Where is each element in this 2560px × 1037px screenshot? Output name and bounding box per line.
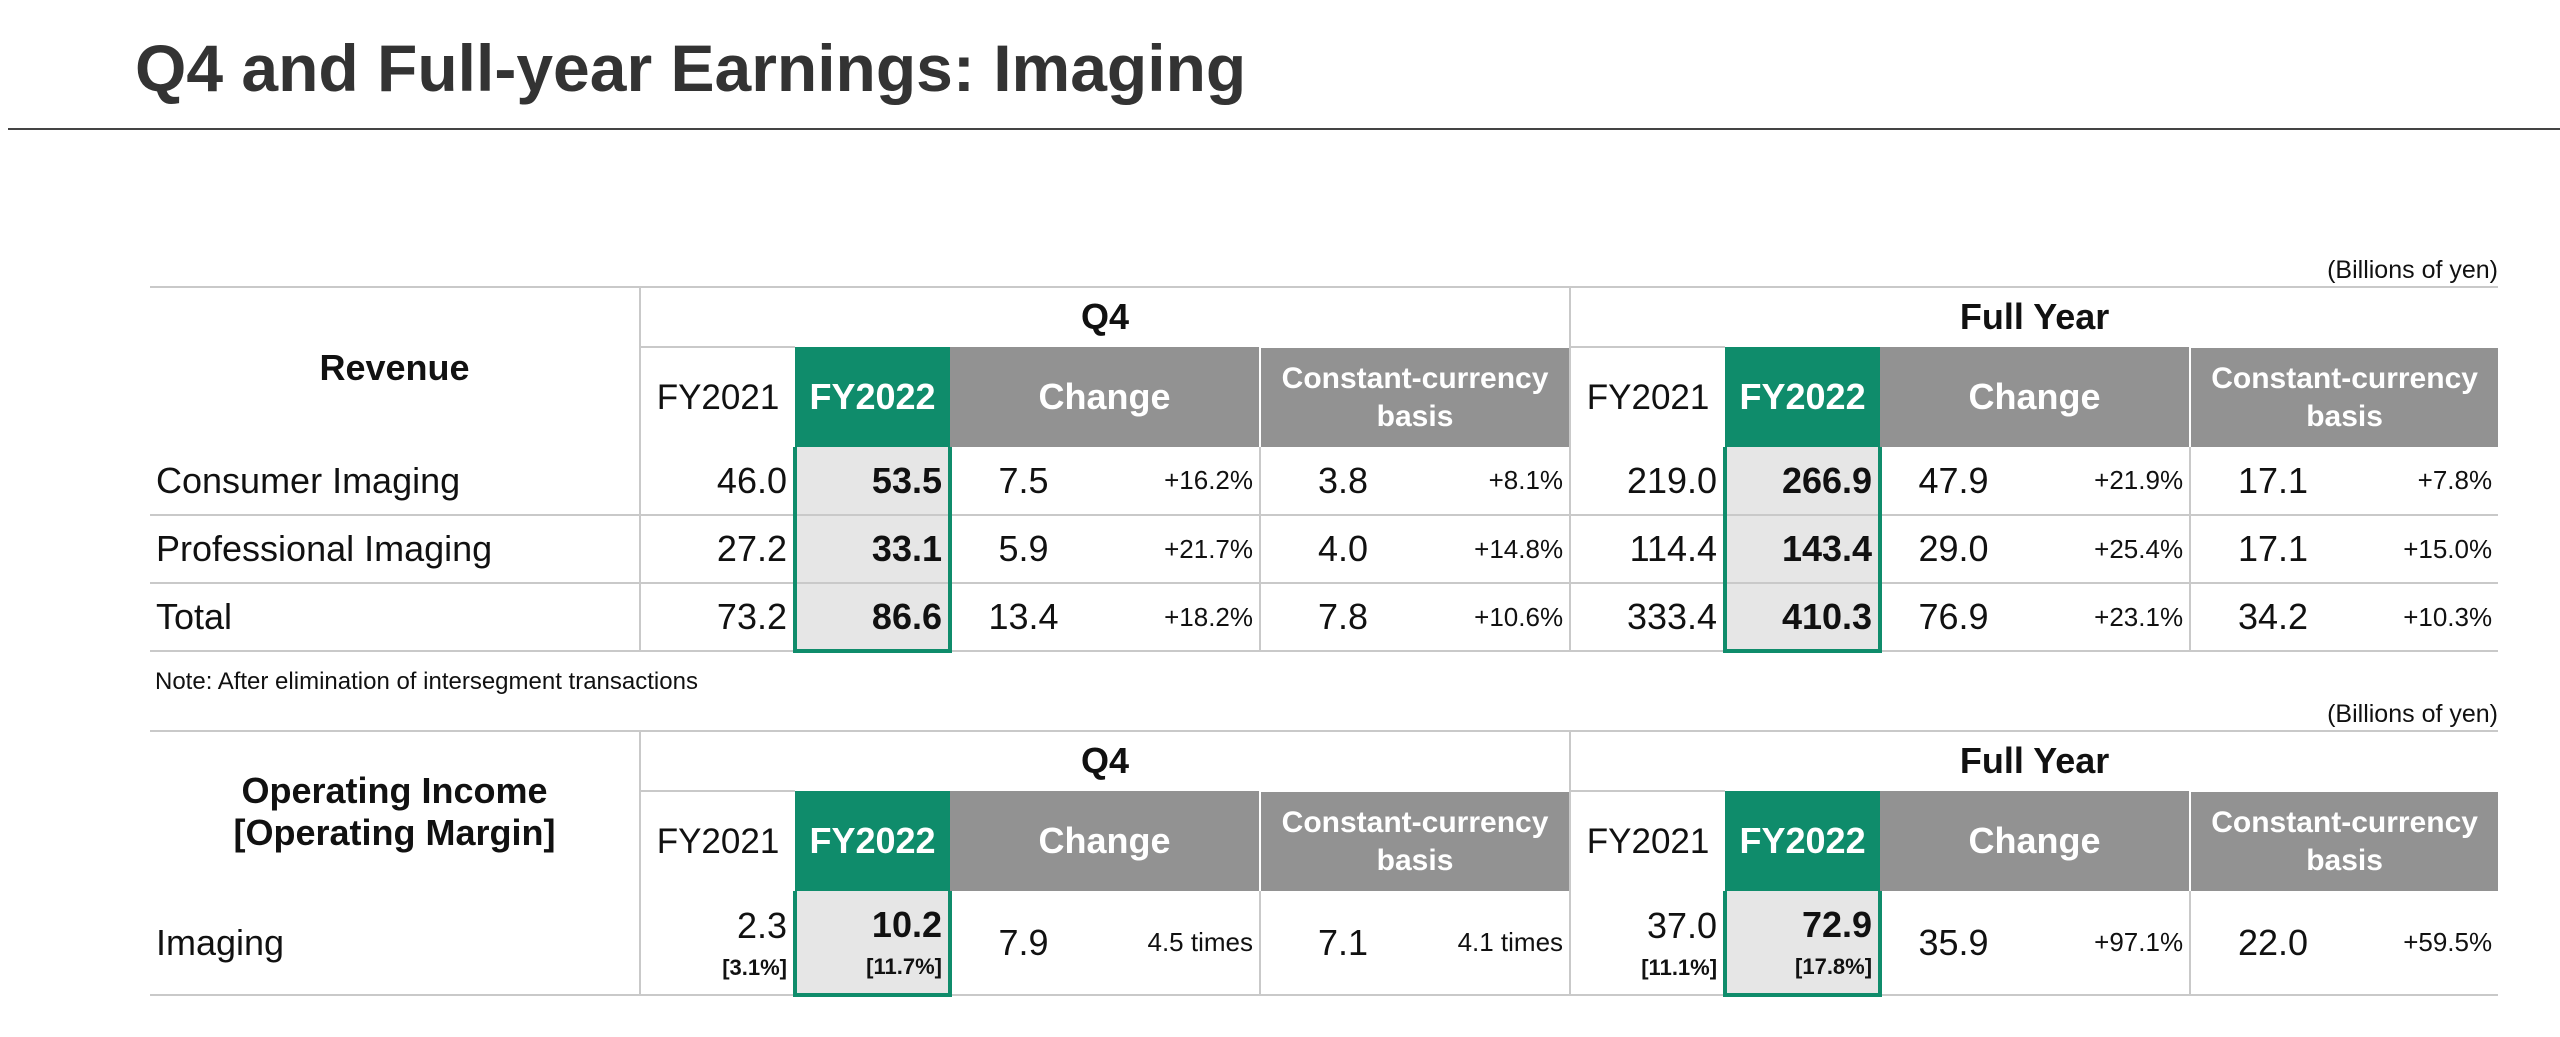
row-label: Total xyxy=(150,582,640,652)
q4-constant-currency-header: Constant-currency basis xyxy=(1258,790,1571,891)
operating-income-title: Operating Income xyxy=(241,769,548,811)
table-row: Consumer Imaging 46.0 53.5 7.5 +16.2% 3.… xyxy=(150,447,2498,515)
fy-change-header: Change xyxy=(1880,791,2191,891)
cell-value: 7.1 xyxy=(1259,891,1425,996)
q4-constant-currency-header: Constant-currency basis xyxy=(1258,346,1571,447)
cell-value-highlight: 33.1 xyxy=(793,514,952,583)
fy-fy2022-header: FY2022 xyxy=(1725,791,1881,891)
fy-constant-currency-header: Constant-currency basis xyxy=(2189,346,2499,447)
cell-margin: [11.7%] xyxy=(866,954,942,979)
cell-percent: +21.9% xyxy=(2094,465,2184,495)
page-title: Q4 and Full-year Earnings: Imaging xyxy=(135,31,1247,105)
cell-value-highlight-with-margin: 10.2 [11.7%] xyxy=(793,891,952,997)
cell-value: 22.0 xyxy=(2189,891,2356,996)
q4-group-header: Q4 xyxy=(638,730,1571,791)
cell-value-with-margin: 37.0 [11.1%] xyxy=(1569,891,1726,996)
cell-value-highlight: 410.3 xyxy=(1723,582,1883,653)
fy-fy2022-header: FY2022 xyxy=(1725,347,1881,447)
title-divider xyxy=(8,128,2560,130)
cell-margin: [11.1%] xyxy=(1641,954,1718,980)
cell-margin: [3.1%] xyxy=(722,954,787,980)
cell-value: 37.0 xyxy=(1646,904,1718,946)
cell-percent: +10.3% xyxy=(2355,582,2499,652)
cell-value: 3.8 xyxy=(1259,447,1425,515)
cell-value-highlight: 143.4 xyxy=(1723,514,1883,583)
fy-constant-currency-header: Constant-currency basis xyxy=(2189,790,2499,891)
cell-value: 5.9 xyxy=(950,514,1095,583)
cell-margin: [17.8%] xyxy=(1795,954,1873,979)
cell-value: 13.4 xyxy=(950,582,1095,652)
unit-label-operating-income: (Billions of yen) xyxy=(2327,700,2498,728)
cell-percent: +25.4% xyxy=(2025,514,2191,583)
cell-percent: +21.7% xyxy=(1095,514,1260,583)
cell-percent: 4.1 times xyxy=(1425,891,1571,996)
cell-percent: +97.1% xyxy=(2025,891,2191,996)
footnote: Note: After elimination of intersegment … xyxy=(155,668,698,695)
cell-value: 34.2 xyxy=(2189,582,2356,652)
q4-change-header: Change xyxy=(950,347,1260,447)
fy-change-header: Change xyxy=(1880,347,2191,447)
operating-margin-title: [Operating Margin] xyxy=(233,811,556,853)
table-row: Imaging 2.3 [3.1%] 10.2 [11.7%] 7.9 4.5 … xyxy=(150,891,2499,997)
table-row: Professional Imaging 27.2 33.1 5.9 +21.7… xyxy=(150,514,2499,583)
cell-percent: +14.8% xyxy=(1425,514,1571,583)
table-row: Total 73.2 86.6 13.4 +18.2% 7.8 +10.6% 3… xyxy=(150,582,2499,653)
cell-value: 333.4 xyxy=(1569,582,1726,652)
cell-percent: +16.2% xyxy=(1164,465,1253,495)
cell-value: 219.0 xyxy=(1569,447,1726,515)
fy-fy2021-header: FY2021 xyxy=(1569,346,1726,447)
cell-percent: +59.5% xyxy=(2355,891,2499,996)
q4-fy2021-header: FY2021 xyxy=(639,790,795,891)
row-label: Consumer Imaging xyxy=(156,459,461,501)
cell-value: 35.9 xyxy=(1880,891,2026,996)
cell-value: 17.1 xyxy=(2189,447,2356,515)
q4-change-header: Change xyxy=(950,791,1260,891)
full-year-group-header: Full Year xyxy=(1569,286,2499,347)
q4-fy2022-header: FY2022 xyxy=(795,791,950,891)
unit-label-revenue: (Billions of yen) xyxy=(2327,256,2498,284)
cell-percent: +8.1% xyxy=(1488,465,1564,495)
row-label: Professional Imaging xyxy=(150,514,640,583)
cell-value: 114.4 xyxy=(1569,514,1726,583)
cell-value: 76.9 xyxy=(1880,582,2026,652)
cell-value: 73.2 xyxy=(639,582,795,652)
revenue-section-title: Revenue xyxy=(150,286,640,447)
cell-value-highlight: 10.2 xyxy=(871,904,942,945)
cell-value: 27.2 xyxy=(639,514,795,583)
cell-percent: +23.1% xyxy=(2025,582,2191,652)
fy-fy2021-header: FY2021 xyxy=(1569,790,1726,891)
q4-fy2022-header: FY2022 xyxy=(795,347,950,447)
full-year-group-header: Full Year xyxy=(1569,730,2499,791)
cell-value: 17.1 xyxy=(2189,514,2356,583)
cell-value: 29.0 xyxy=(1880,514,2026,583)
cell-percent: +10.6% xyxy=(1425,582,1571,652)
cell-percent: 4.5 times xyxy=(1095,891,1260,996)
row-label: Imaging xyxy=(150,891,640,996)
revenue-table: Revenue Q4 Full Year FY2021 FY2022 Chang… xyxy=(150,286,2499,653)
cell-value: 4.0 xyxy=(1259,514,1425,583)
operating-income-table: Operating Income [Operating Margin] Q4 F… xyxy=(150,730,2499,997)
cell-value-highlight: 266.9 xyxy=(1723,447,1883,515)
cell-value-highlight: 72.9 xyxy=(1801,904,1873,945)
cell-value: 7.5 xyxy=(998,459,1049,501)
cell-value-highlight: 53.5 xyxy=(793,447,952,515)
cell-value: 2.3 xyxy=(736,904,787,946)
cell-value-highlight: 86.6 xyxy=(793,582,952,653)
q4-fy2021-header: FY2021 xyxy=(639,346,795,447)
q4-group-header: Q4 xyxy=(638,286,1571,347)
cell-value-with-margin: 2.3 [3.1%] xyxy=(639,891,795,996)
cell-value: 47.9 xyxy=(1918,459,1989,501)
cell-percent: +15.0% xyxy=(2355,514,2499,583)
cell-value: 7.9 xyxy=(950,891,1095,996)
cell-value: 7.8 xyxy=(1259,582,1425,652)
cell-value-highlight-with-margin: 72.9 [17.8%] xyxy=(1723,891,1883,997)
cell-value: 46.0 xyxy=(639,447,795,515)
cell-percent: +18.2% xyxy=(1095,582,1260,652)
operating-income-section-title: Operating Income [Operating Margin] xyxy=(150,730,640,891)
cell-percent: +7.8% xyxy=(2417,465,2493,495)
